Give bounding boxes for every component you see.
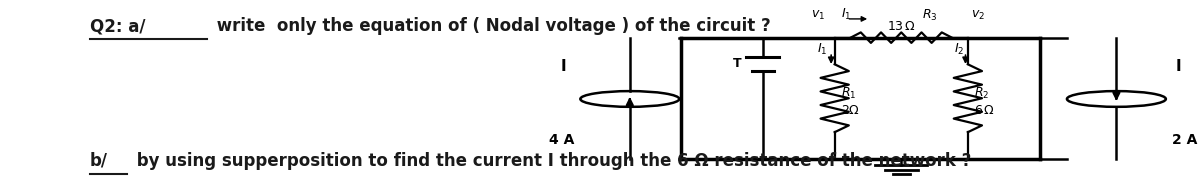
Text: I: I <box>1175 59 1181 74</box>
Text: $I_1$: $I_1$ <box>840 7 851 22</box>
Text: $13\,\Omega$: $13\,\Omega$ <box>887 20 916 33</box>
Text: $I_1$: $I_1$ <box>817 42 828 57</box>
Text: by using supperposition to find the current I through the 6 Ω resistance of the : by using supperposition to find the curr… <box>131 152 971 170</box>
Text: $6\,\Omega$: $6\,\Omega$ <box>973 104 995 117</box>
Text: 2 A: 2 A <box>1171 133 1198 147</box>
Text: $v_2$: $v_2$ <box>971 9 985 22</box>
Text: T: T <box>733 57 742 70</box>
Text: $R_1$: $R_1$ <box>840 86 856 101</box>
Text: $I_2$: $I_2$ <box>954 42 965 57</box>
Text: $v_1$: $v_1$ <box>811 9 826 22</box>
Text: write  only the equation of ( Nodal voltage ) of the circuit ?: write only the equation of ( Nodal volta… <box>211 17 770 35</box>
Text: $R_2$: $R_2$ <box>973 86 989 101</box>
Text: b/: b/ <box>90 152 108 170</box>
Text: $2\Omega$: $2\Omega$ <box>840 104 859 117</box>
Text: 4 A: 4 A <box>550 133 575 147</box>
Text: I: I <box>560 59 566 74</box>
Text: $R_3$: $R_3$ <box>923 8 938 23</box>
Text: Q2: a/: Q2: a/ <box>90 17 145 35</box>
